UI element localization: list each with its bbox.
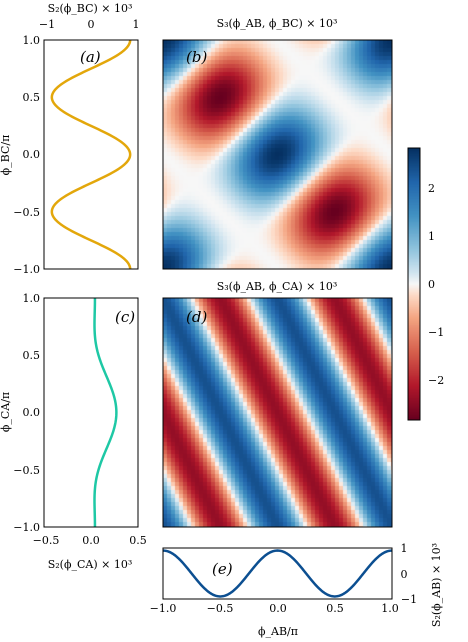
panel-e-xtick-1: −1.0 <box>150 602 177 615</box>
panel-a-ytick-1: 1.0 <box>23 34 41 47</box>
panel-e: (e) 1 0 −1 −1.0 −0.5 0.0 0.5 1.0 ϕ_AB/π … <box>150 542 443 638</box>
panel-a-curve <box>50 39 132 270</box>
panel-a-xtick-3: 1 <box>133 18 140 31</box>
panel-c-curve <box>93 298 118 527</box>
panel-e-xtick-5: 1.0 <box>381 602 399 615</box>
panel-a-xtick-1: −1 <box>39 18 55 31</box>
panel-d-heatmap <box>163 298 392 527</box>
panel-c-ytick-5: −1.0 <box>13 521 40 534</box>
colorbar-tick-3: 0 <box>428 278 435 291</box>
colorbar-tick-2: 1 <box>428 230 435 243</box>
panel-c-ytick-2: 0.5 <box>23 349 41 362</box>
colorbar-gradient <box>408 148 420 420</box>
panel-e-xtick-2: −0.5 <box>207 602 234 615</box>
panel-e-xtick-4: 0.5 <box>326 602 344 615</box>
panel-a: S₂(ϕ_BC) × 10³ −1 0 1 (a) 1.0 0.5 0.0 −0… <box>0 2 140 276</box>
panel-c-frame <box>43 297 139 528</box>
panel-c-ytick-1: 1.0 <box>23 292 41 305</box>
panel-d-title: S₃(ϕ_AB, ϕ_CA) × 10³ <box>217 280 338 293</box>
panel-b-title: S₃(ϕ_AB, ϕ_BC) × 10³ <box>217 17 338 30</box>
panel-e-label: (e) <box>212 560 233 578</box>
panel-a-ytick-4: −0.5 <box>13 206 40 219</box>
panel-b-heatmap <box>163 40 392 269</box>
panel-b-label: (b) <box>186 48 207 66</box>
panel-d-label: (d) <box>186 308 207 326</box>
panel-d-frame <box>162 297 393 528</box>
panel-a-label: (a) <box>80 48 101 66</box>
panel-c-xtick-2: 0.0 <box>82 534 100 547</box>
panel-c-ylabel: ϕ_CA/π <box>0 392 12 432</box>
panel-a-top-label: S₂(ϕ_BC) × 10³ <box>48 2 133 15</box>
panel-c-xtick-1: −0.5 <box>33 534 60 547</box>
panel-a-frame <box>43 39 139 270</box>
panel-e-ytick-3: −1 <box>401 593 417 606</box>
panel-e-curve <box>162 549 393 598</box>
panel-b: S₃(ϕ_AB, ϕ_BC) × 10³ (b) <box>162 17 393 270</box>
colorbar-tick-5: −2 <box>428 374 444 387</box>
panel-c-label: (c) <box>115 308 135 326</box>
panel-c-xtick-3: 0.5 <box>129 534 147 547</box>
panel-a-ylabel: ϕ_BC/π <box>0 135 12 176</box>
colorbar-frame <box>407 147 421 421</box>
panel-a-ytick-3: 0.0 <box>23 148 41 161</box>
panel-a-ytick-5: −1.0 <box>13 263 40 276</box>
colorbar: 2 1 0 −1 −2 <box>407 147 444 421</box>
panel-e-right-label: S₂(ϕ_AB) × 10³ <box>430 543 443 627</box>
panel-e-ytick-1: 1 <box>401 542 408 555</box>
panel-e-xtick-3: 0.0 <box>269 602 287 615</box>
panel-e-xlabel: ϕ_AB/π <box>258 625 298 638</box>
panel-c-bottom-label: S₂(ϕ_CA) × 10³ <box>48 558 133 571</box>
colorbar-tick-1: 2 <box>428 182 435 195</box>
panel-b-frame <box>162 39 393 270</box>
panel-a-ytick-2: 0.5 <box>23 91 41 104</box>
panel-e-ytick-2: 0 <box>401 568 408 581</box>
panel-e-frame <box>162 547 393 600</box>
panel-a-xtick-2: 0 <box>88 18 95 31</box>
colorbar-tick-4: −1 <box>428 326 444 339</box>
panel-c: (c) 1.0 0.5 0.0 −0.5 −1.0 ϕ_CA/π −0.5 0.… <box>0 292 147 571</box>
panel-c-ytick-4: −0.5 <box>13 464 40 477</box>
panel-c-ytick-3: 0.0 <box>23 406 41 419</box>
panel-d: S₃(ϕ_AB, ϕ_CA) × 10³ (d) <box>162 280 393 528</box>
